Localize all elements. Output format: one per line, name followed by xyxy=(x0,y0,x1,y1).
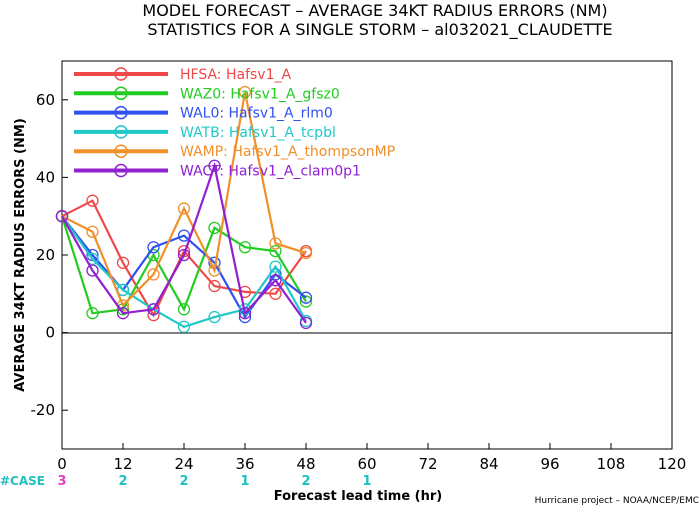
y-tick-label: 20 xyxy=(36,246,55,264)
data-point xyxy=(86,264,99,277)
legend-item: HFSA: Hafsv1_A xyxy=(74,67,292,83)
y-tick-label: -20 xyxy=(31,401,56,419)
data-point xyxy=(177,303,191,316)
x-axis-label: Forecast lead time (hr) xyxy=(274,489,442,504)
data-point xyxy=(86,225,99,238)
x-tick-label: 72 xyxy=(418,455,437,473)
data-point xyxy=(269,244,282,258)
data-point xyxy=(299,246,313,260)
x-tick-label: 84 xyxy=(479,455,498,473)
legend-item: WACT: Hafsv1_A_clam0p1 xyxy=(74,164,361,180)
chart-title-line1: MODEL FORECAST – AVERAGE 34KT RADIUS ERR… xyxy=(142,1,607,20)
data-point xyxy=(177,320,191,333)
legend-swatch-marker xyxy=(114,105,128,120)
credit-text: Hurricane project – NOAA/NCEP/EMC xyxy=(535,496,699,506)
series-line xyxy=(61,91,307,308)
series-line xyxy=(61,215,307,328)
data-point xyxy=(147,241,160,254)
data-point xyxy=(269,260,282,273)
legend-swatch-marker xyxy=(114,144,128,158)
legend-item: WATB: Hafsv1_A_tcpbl xyxy=(74,125,336,141)
series-line xyxy=(60,215,307,315)
legend-label: WACT: Hafsv1_A_clam0p1 xyxy=(180,164,361,180)
data-point xyxy=(55,210,69,223)
x-tick-label: 108 xyxy=(597,455,626,473)
y-tick-label: 60 xyxy=(36,91,55,109)
y-tick-label: 40 xyxy=(36,168,55,186)
axes: 0 12 24 36 48 60 72 84 96 108 120 -20 0 20 40 60 xyxy=(31,91,687,473)
legend-item: WAMP: Hafsv1_A_thompsonMP xyxy=(74,144,395,160)
legend-swatch-marker xyxy=(114,163,128,178)
legend: HFSA: Hafsv1_A WAZ0: Hafsv1_A_gfsz0 WAL0: … xyxy=(74,67,395,180)
x-tick-label: 0 xyxy=(57,455,67,473)
x-tick-label: 96 xyxy=(540,455,559,473)
series-line xyxy=(61,215,307,320)
series-layer xyxy=(55,85,313,333)
data-point xyxy=(238,307,252,320)
data-point xyxy=(238,241,252,254)
legend-label: WATB: Hafsv1_A_tcpbl xyxy=(180,125,336,141)
case-count: 3 xyxy=(57,474,66,489)
data-point xyxy=(299,295,313,308)
legend-item: WAZ0: Hafsv1_A_gfsz0 xyxy=(74,86,340,102)
case-row: 3 2 2 1 2 1 xyxy=(57,474,371,489)
data-point xyxy=(86,248,99,262)
data-point xyxy=(147,303,160,316)
data-point xyxy=(177,248,191,262)
x-tick-label: 60 xyxy=(357,455,376,473)
legend-label: HFSA: Hafsv1_A xyxy=(180,67,292,83)
data-point xyxy=(86,307,99,320)
case-count: 1 xyxy=(240,474,249,489)
y-axis-label: AVERAGE 34KT RADIUS ERRORS (NM) xyxy=(13,118,28,392)
data-point xyxy=(116,307,130,320)
case-count: 1 xyxy=(362,474,371,489)
data-point xyxy=(208,159,221,172)
data-point xyxy=(299,291,313,304)
x-tick-label: 36 xyxy=(235,455,254,473)
case-count: 2 xyxy=(118,474,127,489)
data-point xyxy=(147,268,160,281)
data-point xyxy=(86,194,99,207)
legend-swatch-marker xyxy=(114,86,128,101)
legend-swatch-marker xyxy=(114,125,128,139)
case-label: #CASE xyxy=(0,474,45,488)
series-5 xyxy=(55,159,313,330)
y-tick-label: 0 xyxy=(45,324,55,342)
case-count: 2 xyxy=(179,474,188,489)
data-point xyxy=(208,221,221,234)
data-point xyxy=(269,274,282,287)
legend-swatch-marker xyxy=(114,67,128,81)
data-point xyxy=(208,264,221,277)
x-tick-label: 24 xyxy=(174,455,193,473)
x-tick-label: 48 xyxy=(296,455,315,473)
data-point xyxy=(208,279,221,293)
series-0 xyxy=(55,194,313,322)
case-count: 2 xyxy=(301,474,310,489)
data-point xyxy=(177,202,191,215)
legend-label: WAL0: Hafsv1_A_rlm0 xyxy=(180,106,333,122)
series-line xyxy=(61,199,307,318)
chart-title-line2: STATISTICS FOR A SINGLE STORM – al032021… xyxy=(147,20,612,40)
x-tick-label: 120 xyxy=(658,455,687,473)
data-point xyxy=(269,237,282,250)
data-point xyxy=(269,287,282,300)
legend-item: WAL0: Hafsv1_A_rlm0 xyxy=(74,106,333,122)
data-point xyxy=(116,256,130,269)
legend-label: WAZ0: Hafsv1_A_gfsz0 xyxy=(180,86,340,102)
x-tick-label: 12 xyxy=(113,455,132,473)
series-line xyxy=(61,161,307,324)
data-point xyxy=(238,85,252,99)
data-point xyxy=(299,316,313,330)
legend-label: WAMP: Hafsv1_A_thompsonMP xyxy=(180,144,395,160)
data-point xyxy=(208,310,221,324)
